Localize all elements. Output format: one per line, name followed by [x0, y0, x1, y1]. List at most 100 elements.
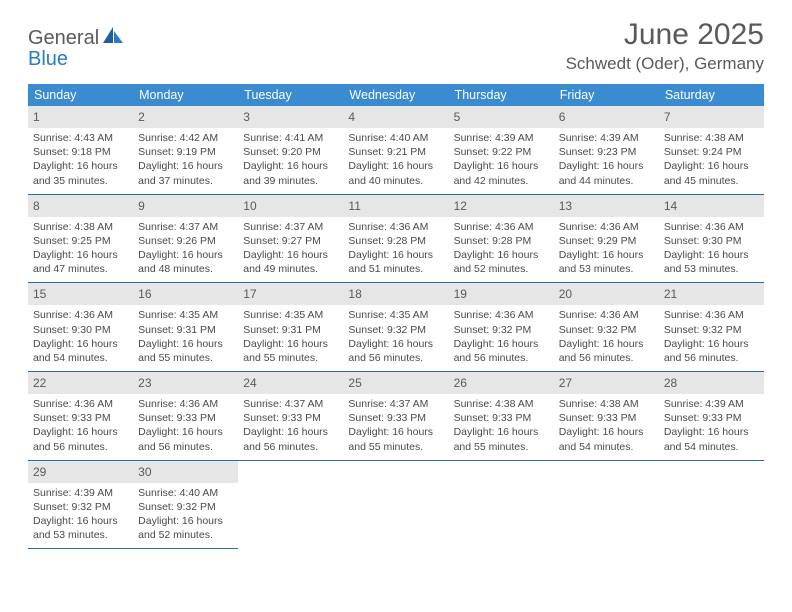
sunrise-text: Sunrise: 4:36 AM	[33, 397, 128, 411]
daylight-text: Daylight: 16 hours	[138, 337, 233, 351]
day-header-row: Sunday Monday Tuesday Wednesday Thursday…	[28, 84, 764, 106]
calendar-cell: 24Sunrise: 4:37 AMSunset: 9:33 PMDayligh…	[238, 372, 343, 461]
calendar-cell: 28Sunrise: 4:39 AMSunset: 9:33 PMDayligh…	[659, 372, 764, 461]
daylight-text: Daylight: 16 hours	[348, 248, 443, 262]
daylight-text: Daylight: 16 hours	[243, 337, 338, 351]
day-number: 17	[243, 287, 256, 301]
calendar-week-row: 22Sunrise: 4:36 AMSunset: 9:33 PMDayligh…	[28, 372, 764, 461]
daylight-text: Daylight: 16 hours	[664, 425, 759, 439]
calendar-cell: 19Sunrise: 4:36 AMSunset: 9:32 PMDayligh…	[449, 283, 554, 372]
daylight-text: and 55 minutes.	[138, 351, 233, 365]
daylight-text: Daylight: 16 hours	[559, 425, 654, 439]
calendar-cell: 4Sunrise: 4:40 AMSunset: 9:21 PMDaylight…	[343, 106, 448, 195]
daylight-text: Daylight: 16 hours	[138, 425, 233, 439]
day-number: 3	[243, 110, 250, 124]
daylight-text: and 54 minutes.	[559, 440, 654, 454]
calendar-cell	[449, 461, 554, 550]
calendar-cell: 13Sunrise: 4:36 AMSunset: 9:29 PMDayligh…	[554, 195, 659, 284]
daylight-text: and 56 minutes.	[243, 440, 338, 454]
location-subtitle: Schwedt (Oder), Germany	[566, 54, 764, 74]
daylight-text: and 53 minutes.	[664, 262, 759, 276]
day-number: 6	[559, 110, 566, 124]
daylight-text: and 55 minutes.	[454, 440, 549, 454]
brand-logo: General Blue	[28, 18, 124, 70]
calendar-cell: 9Sunrise: 4:37 AMSunset: 9:26 PMDaylight…	[133, 195, 238, 284]
sunrise-text: Sunrise: 4:38 AM	[559, 397, 654, 411]
sunset-text: Sunset: 9:33 PM	[33, 411, 128, 425]
calendar-cell: 14Sunrise: 4:36 AMSunset: 9:30 PMDayligh…	[659, 195, 764, 284]
day-header: Sunday	[28, 84, 133, 106]
sunrise-text: Sunrise: 4:36 AM	[348, 220, 443, 234]
sunset-text: Sunset: 9:33 PM	[348, 411, 443, 425]
calendar-cell	[238, 461, 343, 550]
daylight-text: Daylight: 16 hours	[559, 248, 654, 262]
sunset-text: Sunset: 9:32 PM	[138, 500, 233, 514]
calendar-cell: 5Sunrise: 4:39 AMSunset: 9:22 PMDaylight…	[449, 106, 554, 195]
sunset-text: Sunset: 9:24 PM	[664, 145, 759, 159]
daylight-text: and 55 minutes.	[348, 440, 443, 454]
calendar-cell: 29Sunrise: 4:39 AMSunset: 9:32 PMDayligh…	[28, 461, 133, 550]
calendar-week-row: 1Sunrise: 4:43 AMSunset: 9:18 PMDaylight…	[28, 106, 764, 195]
daylight-text: Daylight: 16 hours	[33, 514, 128, 528]
sunset-text: Sunset: 9:22 PM	[454, 145, 549, 159]
day-number: 10	[243, 199, 256, 213]
sunset-text: Sunset: 9:23 PM	[559, 145, 654, 159]
day-number: 8	[33, 199, 40, 213]
daylight-text: and 54 minutes.	[33, 351, 128, 365]
calendar-cell	[343, 461, 448, 550]
calendar-cell: 2Sunrise: 4:42 AMSunset: 9:19 PMDaylight…	[133, 106, 238, 195]
daylight-text: and 37 minutes.	[138, 174, 233, 188]
sunrise-text: Sunrise: 4:42 AM	[138, 131, 233, 145]
daylight-text: Daylight: 16 hours	[664, 248, 759, 262]
calendar-cell: 22Sunrise: 4:36 AMSunset: 9:33 PMDayligh…	[28, 372, 133, 461]
sunrise-text: Sunrise: 4:35 AM	[138, 308, 233, 322]
sunset-text: Sunset: 9:18 PM	[33, 145, 128, 159]
daylight-text: and 56 minutes.	[138, 440, 233, 454]
calendar-week-row: 15Sunrise: 4:36 AMSunset: 9:30 PMDayligh…	[28, 283, 764, 372]
calendar-cell: 6Sunrise: 4:39 AMSunset: 9:23 PMDaylight…	[554, 106, 659, 195]
sunrise-text: Sunrise: 4:41 AM	[243, 131, 338, 145]
brand-word1: General	[28, 27, 99, 49]
daylight-text: and 55 minutes.	[243, 351, 338, 365]
calendar-cell: 7Sunrise: 4:38 AMSunset: 9:24 PMDaylight…	[659, 106, 764, 195]
calendar-table: Sunday Monday Tuesday Wednesday Thursday…	[28, 84, 764, 549]
daylight-text: and 56 minutes.	[348, 351, 443, 365]
daylight-text: and 35 minutes.	[33, 174, 128, 188]
sunset-text: Sunset: 9:25 PM	[33, 234, 128, 248]
day-number: 29	[33, 465, 46, 479]
sunrise-text: Sunrise: 4:35 AM	[348, 308, 443, 322]
calendar-cell: 27Sunrise: 4:38 AMSunset: 9:33 PMDayligh…	[554, 372, 659, 461]
day-number: 12	[454, 199, 467, 213]
calendar-cell: 18Sunrise: 4:35 AMSunset: 9:32 PMDayligh…	[343, 283, 448, 372]
daylight-text: Daylight: 16 hours	[138, 514, 233, 528]
calendar-cell: 10Sunrise: 4:37 AMSunset: 9:27 PMDayligh…	[238, 195, 343, 284]
day-number: 15	[33, 287, 46, 301]
daylight-text: Daylight: 16 hours	[33, 425, 128, 439]
brand-sail-icon	[102, 26, 124, 44]
sunrise-text: Sunrise: 4:40 AM	[138, 486, 233, 500]
calendar-cell	[554, 461, 659, 550]
daylight-text: and 44 minutes.	[559, 174, 654, 188]
day-number: 4	[348, 110, 355, 124]
daylight-text: Daylight: 16 hours	[243, 248, 338, 262]
calendar-page: General Blue June 2025 Schwedt (Oder), G…	[0, 0, 792, 549]
day-number: 2	[138, 110, 145, 124]
daylight-text: Daylight: 16 hours	[454, 425, 549, 439]
day-number: 24	[243, 376, 256, 390]
calendar-cell: 23Sunrise: 4:36 AMSunset: 9:33 PMDayligh…	[133, 372, 238, 461]
sunset-text: Sunset: 9:32 PM	[348, 323, 443, 337]
daylight-text: and 56 minutes.	[664, 351, 759, 365]
sunset-text: Sunset: 9:32 PM	[559, 323, 654, 337]
daylight-text: and 56 minutes.	[559, 351, 654, 365]
brand-word2: Blue	[28, 48, 68, 70]
daylight-text: Daylight: 16 hours	[454, 248, 549, 262]
sunrise-text: Sunrise: 4:43 AM	[33, 131, 128, 145]
calendar-cell: 11Sunrise: 4:36 AMSunset: 9:28 PMDayligh…	[343, 195, 448, 284]
day-header: Wednesday	[343, 84, 448, 106]
day-number: 7	[664, 110, 671, 124]
sunset-text: Sunset: 9:33 PM	[243, 411, 338, 425]
calendar-cell: 8Sunrise: 4:38 AMSunset: 9:25 PMDaylight…	[28, 195, 133, 284]
daylight-text: and 42 minutes.	[454, 174, 549, 188]
daylight-text: and 49 minutes.	[243, 262, 338, 276]
sunset-text: Sunset: 9:30 PM	[33, 323, 128, 337]
